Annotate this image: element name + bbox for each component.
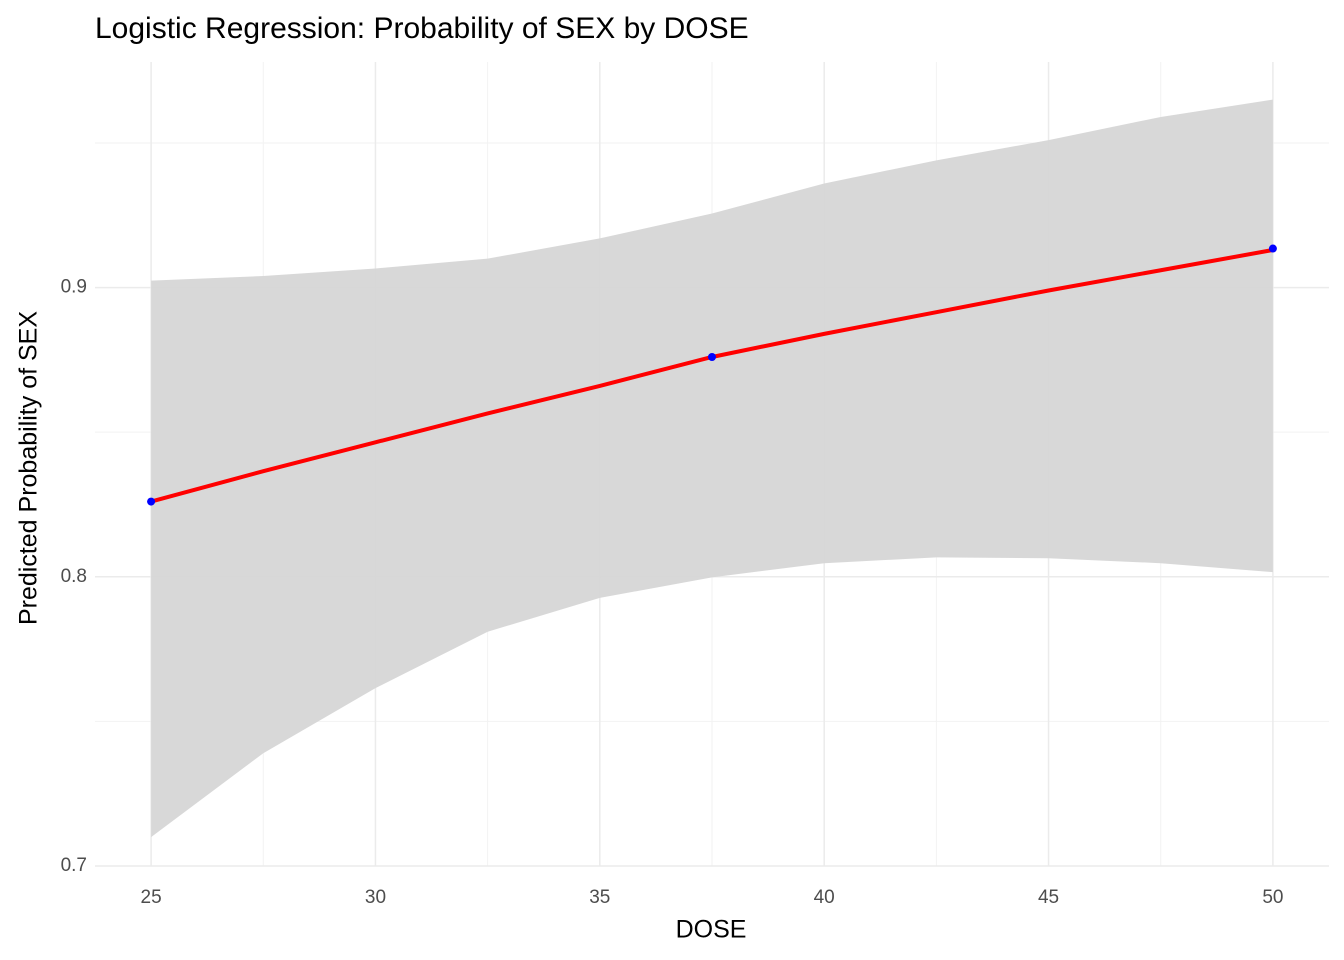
data-point bbox=[147, 497, 156, 506]
data-point bbox=[708, 352, 716, 361]
confidence-band bbox=[151, 99, 1273, 838]
y-tick-label: 0.7 bbox=[61, 855, 87, 876]
x-tick-label: 50 bbox=[1262, 887, 1283, 908]
x-axis-label: DOSE bbox=[676, 916, 747, 944]
x-tick-label: 35 bbox=[589, 887, 610, 908]
y-tick-label: 0.8 bbox=[61, 566, 87, 587]
x-tick-label: 30 bbox=[365, 887, 386, 908]
x-tick-label: 40 bbox=[814, 887, 835, 908]
data-point bbox=[1268, 244, 1277, 253]
x-tick-label: 25 bbox=[141, 887, 162, 908]
y-tick-label: 0.9 bbox=[61, 277, 87, 298]
chart-title: Logistic Regression: Probability of SEX … bbox=[95, 12, 749, 45]
y-axis-label: Predicted Probability of SEX bbox=[15, 311, 43, 625]
x-tick-label: 45 bbox=[1038, 887, 1059, 908]
